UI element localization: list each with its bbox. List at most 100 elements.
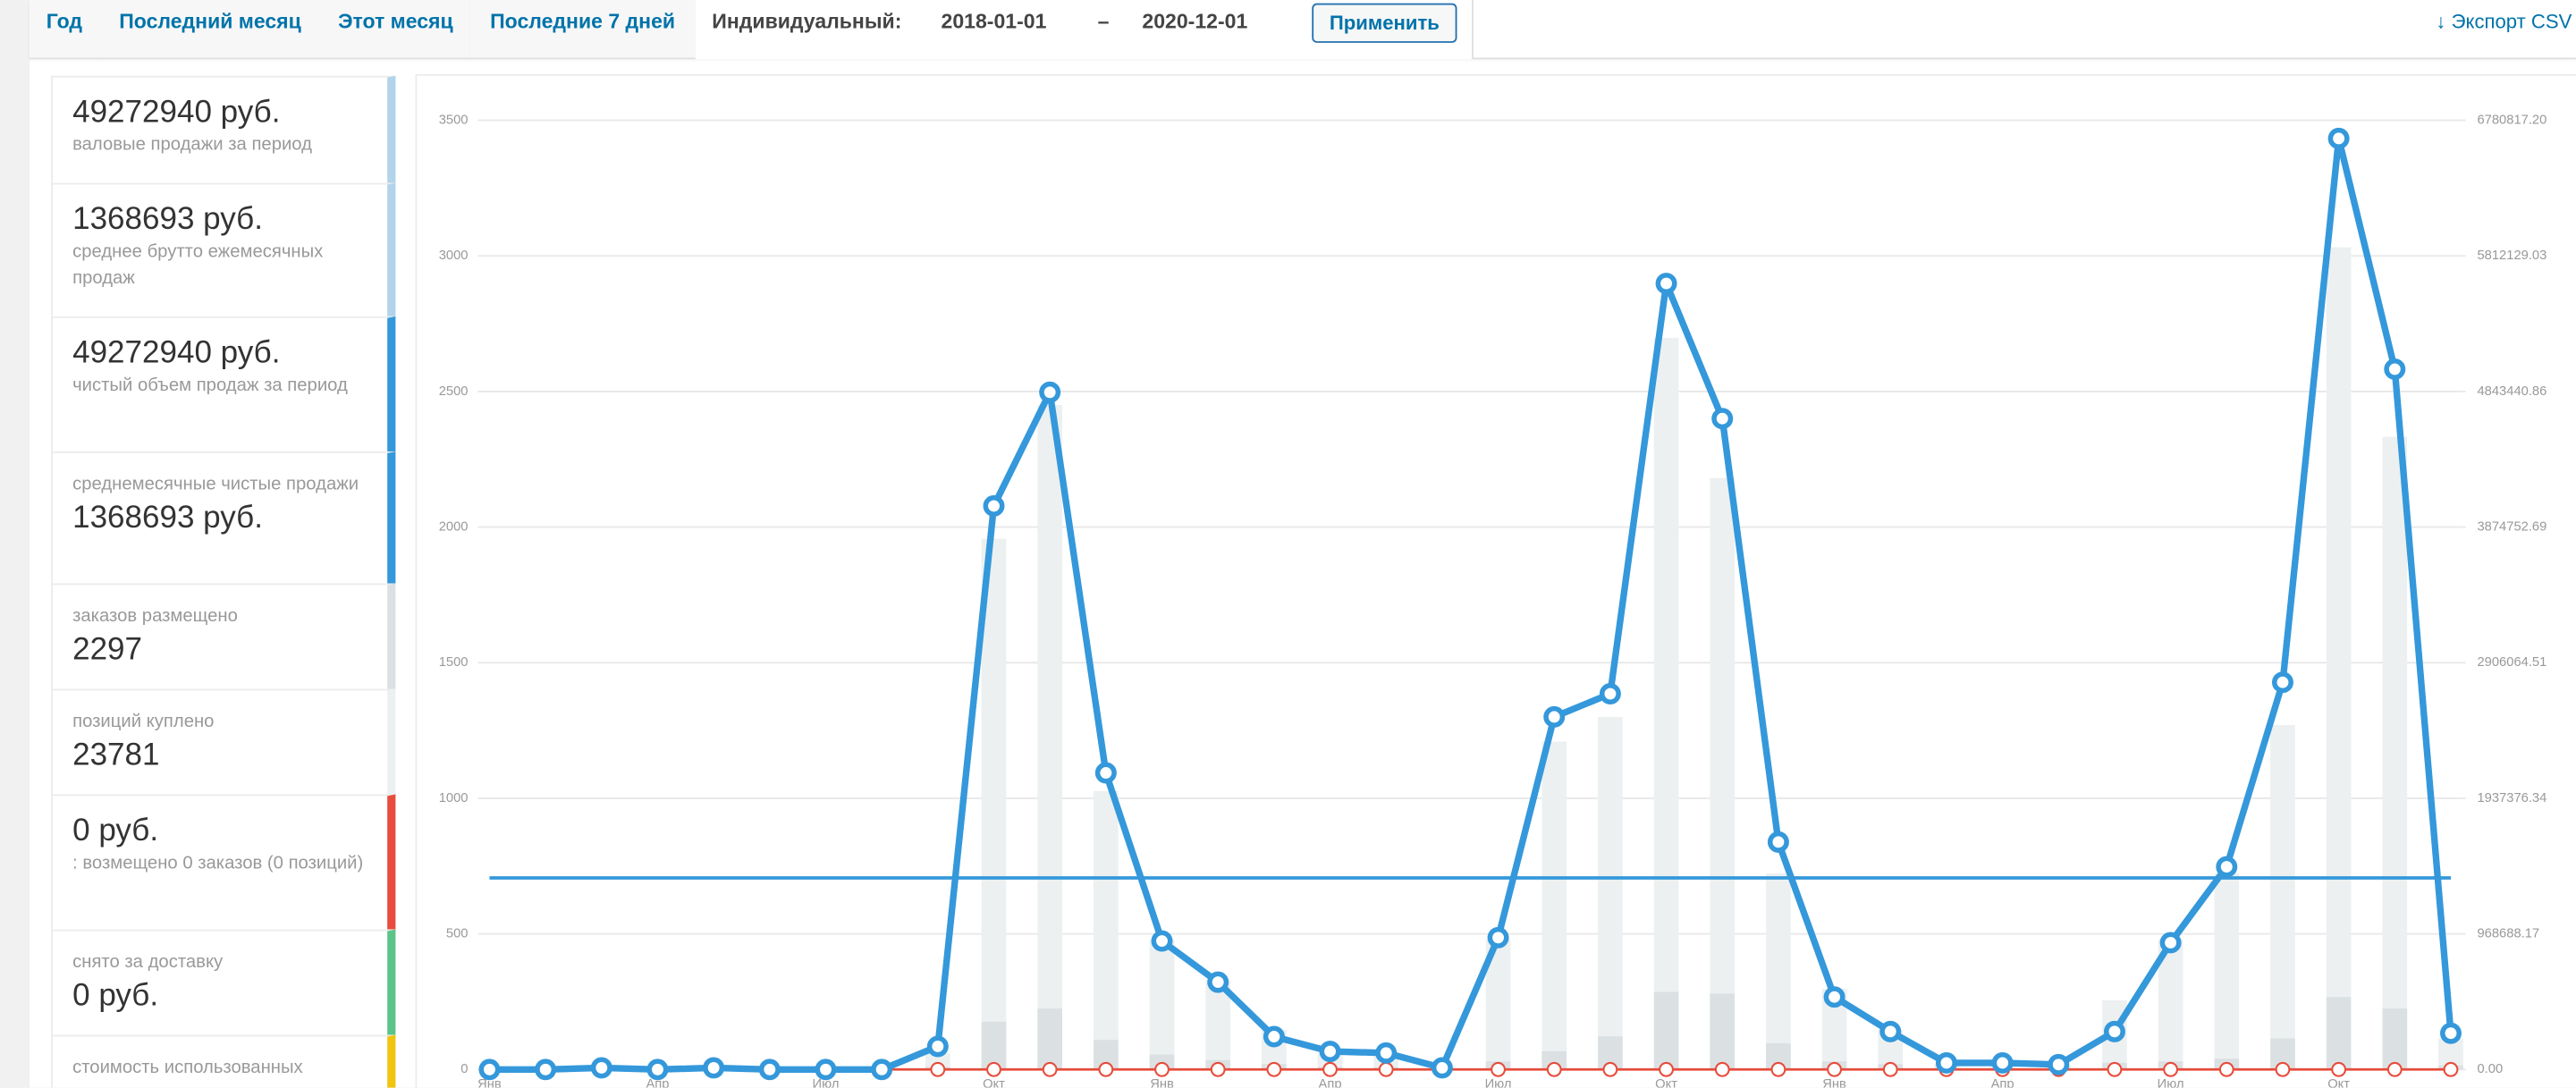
bar	[981, 1021, 1007, 1070]
point	[2218, 1061, 2234, 1077]
summary-box: заказов размещено 2297	[51, 583, 396, 689]
summary-label: снято за доставку	[72, 952, 224, 973]
x-tick-label: Окт	[1655, 1077, 1677, 1088]
export-icon: ↓	[2436, 10, 2452, 33]
point	[1039, 381, 1061, 403]
y-tick-label: 1000	[439, 791, 469, 805]
summary-value: 23781	[72, 738, 160, 773]
bar	[1653, 991, 1679, 1070]
point	[1042, 1061, 1058, 1077]
bar	[1710, 477, 1736, 1070]
bar	[2326, 247, 2352, 1070]
export-link[interactable]: ↓ Экспорт CSV	[2436, 0, 2572, 43]
point	[2327, 127, 2350, 149]
custom-label: Индивидуальный:	[712, 10, 902, 33]
summary-box: 49272940 руб. валовые продажи за период	[51, 75, 396, 183]
summary-box: снято за доставку 0 руб.	[51, 929, 396, 1035]
line	[489, 135, 2454, 1073]
point	[1711, 408, 1734, 430]
point	[1378, 1061, 1394, 1077]
point	[1767, 831, 1789, 853]
point	[2384, 358, 2406, 380]
bar	[1149, 939, 1175, 1070]
point	[1659, 1061, 1674, 1077]
summary: 49272940 руб. валовые продажи за период 13…	[51, 75, 396, 1088]
point	[1602, 1061, 1618, 1077]
summary-value: 1368693 руб.	[72, 202, 263, 238]
summary-box: позиций куплено 23781	[51, 688, 396, 795]
point	[2331, 1061, 2347, 1077]
y2-tick-label: 5812129.03	[2477, 249, 2546, 263]
y2-tick-label: 3874752.69	[2477, 519, 2546, 534]
summary-value: 1368693 руб.	[72, 501, 263, 536]
point	[2048, 1053, 2070, 1075]
export-text: Экспорт CSV	[2451, 10, 2572, 33]
tab[interactable]: Год	[30, 0, 101, 58]
point	[1714, 1061, 1730, 1077]
point	[1098, 1061, 1114, 1077]
summary-label: : возмещено 0 заказов (0 позиций)	[72, 853, 364, 873]
point	[703, 1057, 725, 1079]
point	[2275, 1061, 2291, 1077]
start-date[interactable]: 2018-01-01	[941, 10, 1047, 33]
bar	[1094, 790, 1119, 1070]
summary-label: заказов размещено	[72, 606, 238, 627]
tab[interactable]: Последние 7 дней	[469, 0, 697, 58]
point	[1263, 1025, 1285, 1048]
y2-tick-label: 1937376.34	[2477, 791, 2546, 805]
point	[758, 1058, 781, 1081]
point	[2386, 1061, 2403, 1077]
point	[1543, 705, 1566, 728]
y-tick-label: 2500	[439, 384, 469, 399]
point	[1319, 1041, 1341, 1063]
tab[interactable]: Последний месяц	[98, 0, 324, 58]
apply-button[interactable]: Применить	[1312, 3, 1457, 43]
point	[2159, 932, 2182, 954]
point	[1322, 1061, 1338, 1077]
point	[2103, 1020, 2125, 1042]
x-tick-label: Янв	[1150, 1077, 1174, 1088]
point	[2440, 1022, 2462, 1044]
point	[1879, 1020, 1902, 1042]
bar	[1037, 1008, 1063, 1070]
y-tick-label: 1500	[439, 655, 469, 670]
x-tick-label: Окт	[983, 1077, 1005, 1088]
y-tick-label: 3500	[439, 113, 469, 127]
bar	[2270, 725, 2295, 1070]
point	[1266, 1061, 1282, 1077]
point	[2163, 1061, 2179, 1077]
bar	[1766, 873, 1791, 1070]
point	[1655, 273, 1677, 295]
summary-value: 49272940 руб.	[72, 336, 281, 371]
y-tick-label: 500	[446, 927, 469, 941]
x-tick-label: Янв	[1822, 1077, 1846, 1088]
tab[interactable]: Этот месяц	[321, 0, 472, 58]
point	[1882, 1061, 1898, 1077]
point	[983, 494, 1005, 517]
bar	[2382, 1008, 2408, 1070]
point	[1935, 1051, 1957, 1074]
point	[1207, 971, 1229, 993]
x-tick-label: Апр	[646, 1077, 669, 1088]
point	[1094, 762, 1117, 784]
bar	[1653, 337, 1679, 1070]
bar	[1541, 741, 1567, 1070]
bar	[2326, 997, 2352, 1070]
bar	[1541, 1050, 1567, 1070]
x-tick-label: Июл	[2158, 1077, 2184, 1088]
bar	[2382, 436, 2408, 1070]
end-date[interactable]: 2020-12-01	[1142, 10, 1248, 33]
point	[2443, 1061, 2459, 1077]
summary-box: стоимость использованных	[51, 1034, 396, 1088]
summary-value: 0 руб.	[72, 978, 159, 1014]
point	[1491, 1061, 1506, 1077]
point	[1375, 1042, 1398, 1064]
point	[1599, 683, 1621, 705]
point	[1154, 1061, 1170, 1077]
point	[1487, 926, 1509, 949]
point	[590, 1057, 612, 1079]
summary-box: 0 руб.: возмещено 0 заказов (0 позиций)	[51, 794, 396, 930]
summary-box: среднемесячные чистые продажи 1368693 руб…	[51, 451, 396, 584]
